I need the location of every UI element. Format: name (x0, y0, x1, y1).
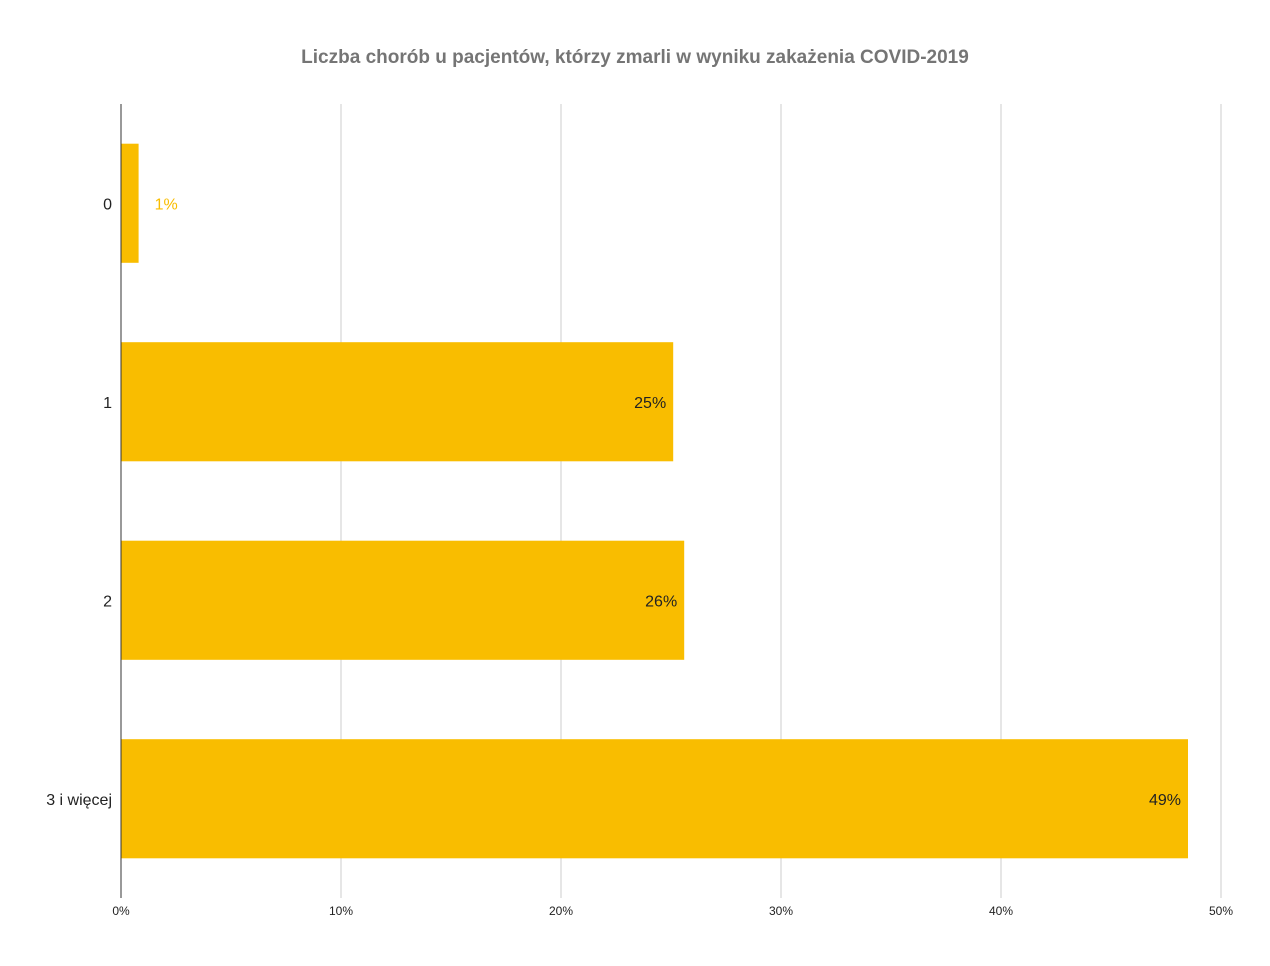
data-label: 26% (645, 593, 677, 610)
y-category-label: 1 (103, 395, 112, 412)
x-tick-label: 40% (989, 904, 1013, 918)
y-category-label: 0 (103, 196, 112, 213)
bar (121, 540, 685, 660)
x-tick-label: 50% (1209, 904, 1233, 918)
x-tick-label: 20% (549, 904, 573, 918)
bar (121, 143, 139, 263)
bars (121, 143, 1188, 859)
bar (121, 342, 674, 462)
y-category-label: 3 i więcej (46, 792, 112, 809)
bar (121, 739, 1188, 859)
data-labels: 1% 25% 26% 49% (155, 196, 1181, 809)
chart-title: Liczba chorób u pacjentów, którzy zmarli… (301, 47, 969, 68)
y-category-label: 2 (103, 593, 112, 610)
data-label: 1% (155, 196, 178, 213)
data-label: 25% (634, 395, 666, 412)
axes: 0% 10% 20% 30% 40% 50% 0 1 2 3 i więcej (46, 104, 1233, 918)
data-label: 49% (1149, 792, 1181, 809)
x-tick-label: 30% (769, 904, 793, 918)
x-tick-label: 0% (112, 904, 130, 918)
x-tick-label: 10% (329, 904, 353, 918)
